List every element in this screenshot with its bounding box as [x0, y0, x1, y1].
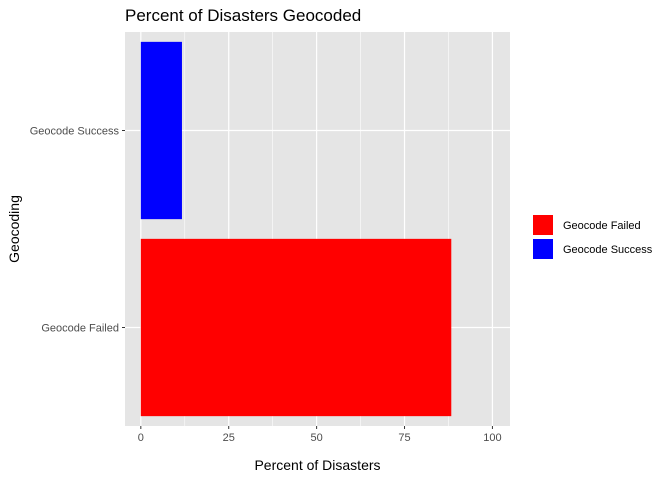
- x-axis-title: Percent of Disasters: [254, 457, 380, 473]
- bar-geocode-success: [140, 41, 182, 220]
- y-tick-label: Geocode Failed: [41, 323, 119, 335]
- bars: [140, 41, 452, 417]
- x-tick-label: 25: [223, 432, 235, 444]
- legend-swatch: [533, 215, 553, 235]
- y-axis-title: Geocoding: [6, 195, 22, 263]
- bar-geocode-failed: [140, 238, 452, 417]
- x-axis-ticks: 0 25 50 75 100: [138, 426, 502, 444]
- legend-swatch: [533, 239, 553, 259]
- chart-title: Percent of Disasters Geocoded: [125, 6, 361, 25]
- legend-label: Geocode Success: [563, 244, 653, 256]
- y-tick-label: Geocode Success: [30, 126, 120, 138]
- legend: Geocode Failed Geocode Success: [533, 215, 653, 259]
- x-tick-label: 100: [483, 432, 501, 444]
- legend-label: Geocode Failed: [563, 220, 641, 232]
- y-axis-ticks: Geocode Failed Geocode Success: [30, 126, 125, 335]
- x-tick-label: 50: [310, 432, 322, 444]
- x-tick-label: 75: [398, 432, 410, 444]
- x-tick-label: 0: [138, 432, 144, 444]
